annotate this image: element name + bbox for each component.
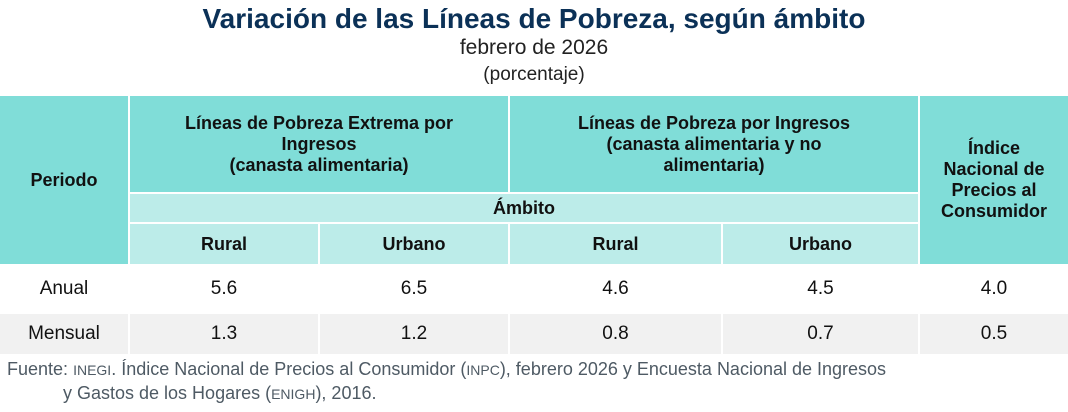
source-text: ), 2016. xyxy=(315,383,377,403)
header-group-extrema: Líneas de Pobreza Extrema por Ingresos (… xyxy=(130,96,508,192)
header-rural-ingresos: Rural xyxy=(510,224,721,264)
row-value: 4.6 xyxy=(602,278,629,299)
row-periodo: Anual xyxy=(39,278,89,299)
header-group-ingresos: Líneas de Pobreza por Ingresos (canasta … xyxy=(510,96,918,192)
header-group-ingresos-line2: (canasta alimentaria y no xyxy=(606,133,822,154)
source-abbr-enigh: ENIGH xyxy=(271,386,316,402)
row-value: 1.2 xyxy=(320,314,508,354)
header-inpc-line2: Nacional de xyxy=(943,159,1045,179)
row-value: 5.6 xyxy=(210,278,238,299)
source-note: Fuente: INEGI. Índice Nacional de Precio… xyxy=(7,358,1068,406)
source-text: . Índice Nacional de Precios al Consumid… xyxy=(111,359,467,379)
row-value: 1.3 xyxy=(130,314,318,354)
source-line-2: y Gastos de los Hogares (ENIGH), 2016. xyxy=(7,382,1068,406)
header-rural-extrema: Rural xyxy=(130,224,318,264)
header-periodo: Periodo xyxy=(0,96,128,264)
header-urbano-ingresos: Urbano xyxy=(723,224,918,264)
header-inpc-line4: Consumidor xyxy=(941,201,1047,221)
source-text: y Gastos de los Hogares ( xyxy=(63,383,272,403)
header-group-ingresos-line3: alimentaria) xyxy=(663,154,765,175)
header-inpc-line3: Precios al xyxy=(951,180,1037,200)
unit-label: (porcentaje) xyxy=(483,64,585,85)
header-group-extrema-line3: (canasta alimentaria) xyxy=(229,154,409,175)
header-group-extrema-line2: Ingresos xyxy=(281,133,357,154)
header-inpc-line1: Índice xyxy=(967,138,1020,158)
header-ambito: Ámbito xyxy=(130,194,918,222)
row-value: 0.7 xyxy=(723,314,918,354)
row-value: 4.0 xyxy=(980,278,1008,299)
row-value: 4.5 xyxy=(807,278,834,299)
row-periodo: Mensual xyxy=(0,314,128,354)
page-title: Variación de las Líneas de Pobreza, segú… xyxy=(202,3,866,34)
source-text: ), febrero 2026 y Encuesta Nacional de I… xyxy=(499,359,887,379)
row-value: 0.8 xyxy=(510,314,721,354)
row-value: 0.5 xyxy=(920,314,1068,354)
header-urbano-extrema: Urbano xyxy=(320,224,508,264)
header-group-ingresos-line1: Líneas de Pobreza por Ingresos xyxy=(577,112,851,133)
source-label: Fuente: xyxy=(7,359,69,379)
page-subtitle: febrero de 2026 xyxy=(459,36,609,59)
source-line-1: Fuente: INEGI. Índice Nacional de Precio… xyxy=(7,358,1068,382)
row-value: 6.5 xyxy=(400,278,428,299)
header-group-extrema-line1: Líneas de Pobreza Extrema por xyxy=(184,112,454,133)
header-inpc: Índice Nacional de Precios al Consumidor xyxy=(920,96,1068,264)
source-abbr-inpc: INPC xyxy=(466,362,500,378)
source-org: INEGI xyxy=(73,362,112,378)
